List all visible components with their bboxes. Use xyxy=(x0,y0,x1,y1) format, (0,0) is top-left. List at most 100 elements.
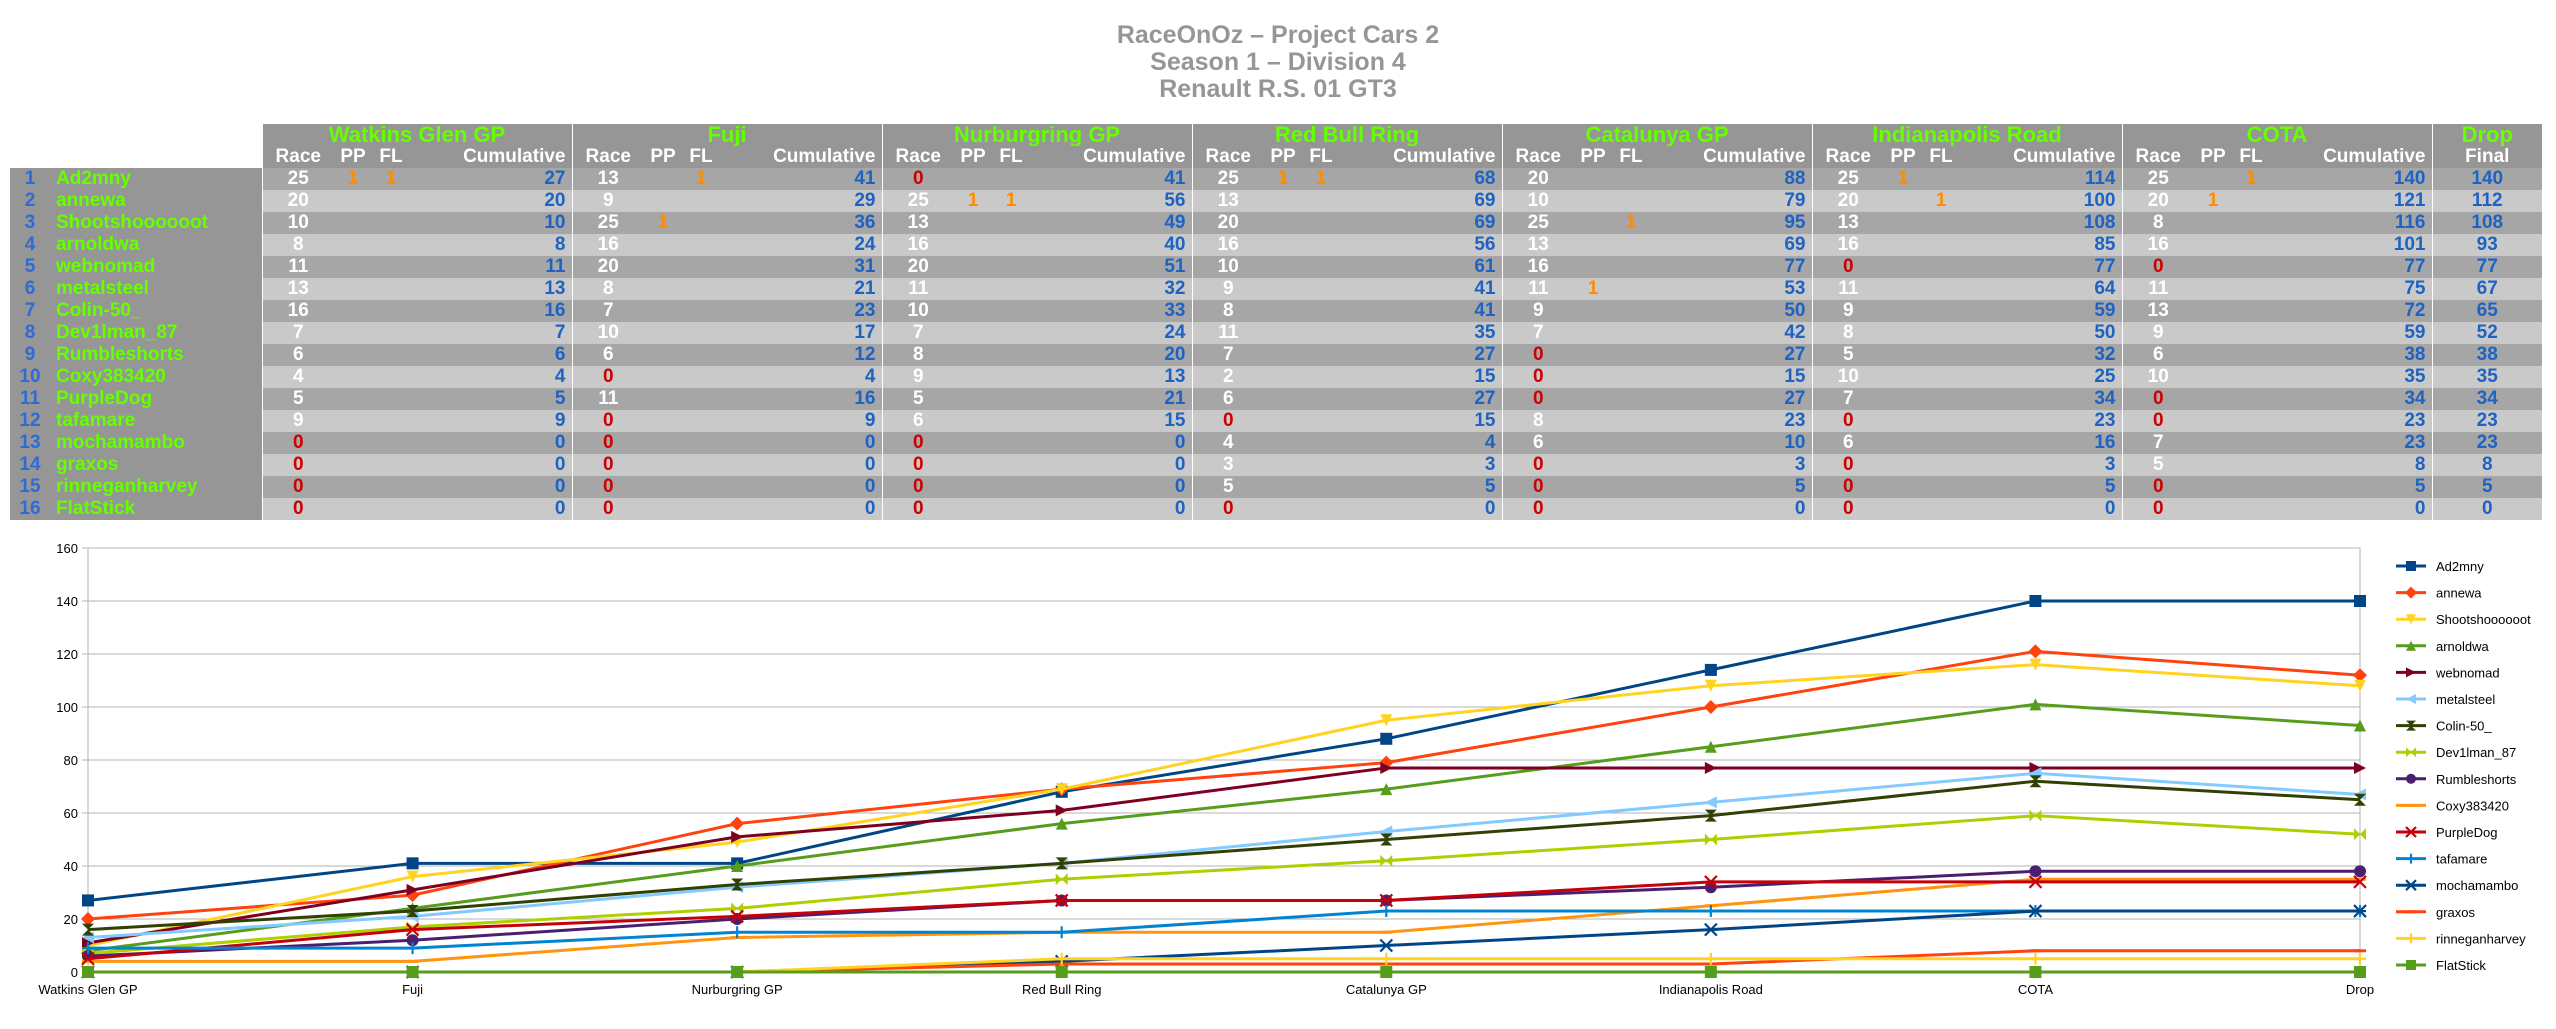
cumulative-points: 21 xyxy=(1030,388,1192,410)
data-point xyxy=(2353,668,2367,683)
pole-position-point xyxy=(2194,366,2232,388)
race-points: 11 xyxy=(571,388,644,410)
fastest-lap-point xyxy=(1302,498,1340,520)
race-points: 25 xyxy=(881,190,954,212)
race-points: 25 xyxy=(571,212,644,234)
legend-label: Coxy383420 xyxy=(2436,798,2509,813)
data-point xyxy=(406,870,419,883)
cumulative-points: 15 xyxy=(1650,366,1812,388)
cumulative-points: 59 xyxy=(2270,322,2432,344)
cumulative-points: 49 xyxy=(1030,212,1192,234)
pole-position-point xyxy=(644,322,682,344)
pole-position-point xyxy=(334,256,372,278)
fastest-lap-point xyxy=(1922,454,1960,476)
fastest-lap-point xyxy=(1302,278,1340,300)
fastest-lap-point xyxy=(1302,212,1340,234)
cumulative-subheader: Cumulative xyxy=(410,146,572,168)
fastest-lap-point xyxy=(682,190,720,212)
header-blank xyxy=(50,146,262,168)
pole-position-point xyxy=(334,344,372,366)
pole-position-point xyxy=(1264,300,1302,322)
fastest-lap-point: 1 xyxy=(992,190,1030,212)
pole-position-point xyxy=(2194,278,2232,300)
fl-subheader: FL xyxy=(1922,146,1960,168)
final-points: 5 xyxy=(2431,476,2542,498)
final-points: 65 xyxy=(2431,300,2542,322)
fastest-lap-point xyxy=(1612,300,1650,322)
pole-position-point: 1 xyxy=(2194,190,2232,212)
driver-name: tafamare xyxy=(50,410,262,432)
cumulative-points: 10 xyxy=(410,212,572,234)
fastest-lap-point xyxy=(1612,476,1650,498)
data-point xyxy=(1704,796,1717,809)
legend-entry: Ad2mny xyxy=(2396,559,2484,574)
race-points: 10 xyxy=(571,322,644,344)
pole-position-point xyxy=(1884,344,1922,366)
race-points: 9 xyxy=(1501,300,1574,322)
data-point xyxy=(2029,761,2042,774)
pole-position-point xyxy=(954,388,992,410)
fastest-lap-point xyxy=(1922,388,1960,410)
pole-position-point xyxy=(1884,410,1922,432)
legend-label: mochamambo xyxy=(2436,878,2518,893)
legend-entry: Dev1lman_87 xyxy=(2396,745,2516,760)
pole-position-point xyxy=(334,366,372,388)
cumulative-points: 5 xyxy=(410,388,572,410)
race-points: 8 xyxy=(261,234,334,256)
fastest-lap-point xyxy=(1922,476,1960,498)
race-points: 25 xyxy=(2121,168,2194,190)
cumulative-points: 27 xyxy=(1340,388,1502,410)
pole-position-point xyxy=(1884,476,1922,498)
event-header: Nurburgring GP xyxy=(881,124,1192,146)
pp-subheader: PP xyxy=(1264,146,1302,168)
pole-position-point xyxy=(1884,234,1922,256)
data-point xyxy=(1380,833,1393,846)
data-point xyxy=(2029,809,2042,822)
data-point xyxy=(1380,761,1393,774)
series-line xyxy=(87,599,2360,902)
series-line xyxy=(87,814,2361,955)
fastest-lap-point xyxy=(992,366,1030,388)
cumulative-points: 29 xyxy=(720,190,882,212)
fastest-lap-point xyxy=(1612,322,1650,344)
driver-name: Rumbleshorts xyxy=(50,344,262,366)
race-points: 0 xyxy=(571,498,644,520)
cumulative-points: 12 xyxy=(720,344,882,366)
y-tick-label: 0 xyxy=(71,965,78,980)
data-point xyxy=(1380,952,1393,965)
data-point xyxy=(1704,905,1717,918)
cumulative-points: 24 xyxy=(1030,322,1192,344)
race-points: 9 xyxy=(261,410,334,432)
data-point xyxy=(1379,755,1394,770)
cumulative-points: 8 xyxy=(2270,454,2432,476)
cumulative-points: 140 xyxy=(2270,168,2432,190)
fastest-lap-point xyxy=(2232,212,2270,234)
cumulative-points: 34 xyxy=(1960,388,2122,410)
fastest-lap-point xyxy=(992,410,1030,432)
legend-entry: Colin-50_ xyxy=(2396,719,2492,734)
y-tick-label: 20 xyxy=(64,912,78,927)
pole-position-point xyxy=(1574,256,1612,278)
pole-position-point xyxy=(1884,454,1922,476)
race-points: 16 xyxy=(2121,234,2194,256)
fastest-lap-point xyxy=(992,498,1030,520)
race-points: 9 xyxy=(1191,278,1264,300)
fastest-lap-point xyxy=(682,322,720,344)
event-header: Red Bull Ring xyxy=(1191,124,1502,146)
legend-label: rinneganharvey xyxy=(2436,931,2526,946)
fastest-lap-point: 1 xyxy=(682,168,720,190)
legend-label: tafamare xyxy=(2436,852,2487,867)
cumulative-points: 3 xyxy=(1650,454,1812,476)
pole-position-point xyxy=(1264,454,1302,476)
table-row: 8 Dev1lman_87 7 7 10 17 7 24 11 35 7 42 8 50 9 59 52 xyxy=(10,322,2542,344)
race-points: 20 xyxy=(2121,190,2194,212)
table-row: 10 Coxy383420 4 4 0 4 9 13 2 15 0 15 10 25 10 35 35 xyxy=(10,366,2542,388)
fastest-lap-point xyxy=(372,498,410,520)
cumulative-points: 15 xyxy=(1340,410,1502,432)
x-tick-label: Watkins Glen GP xyxy=(38,982,137,997)
race-points: 8 xyxy=(1501,410,1574,432)
fastest-lap-point xyxy=(1922,256,1960,278)
legend-label: FlatStick xyxy=(2436,958,2486,973)
data-point xyxy=(1704,740,1717,753)
race-points: 8 xyxy=(571,278,644,300)
